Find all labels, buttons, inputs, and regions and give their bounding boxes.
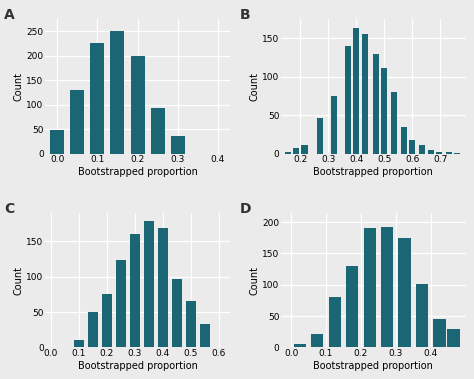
Bar xyxy=(151,108,164,154)
Bar xyxy=(158,228,168,348)
Text: C: C xyxy=(4,202,15,216)
Bar xyxy=(130,56,145,154)
X-axis label: Bootstrapped proportion: Bootstrapped proportion xyxy=(313,361,433,371)
Bar xyxy=(401,127,407,154)
Bar xyxy=(102,294,112,348)
Bar xyxy=(301,146,308,154)
Bar xyxy=(91,44,104,154)
Bar xyxy=(171,136,185,154)
Bar xyxy=(345,46,351,154)
Bar xyxy=(410,140,416,154)
Bar xyxy=(353,28,359,154)
Bar xyxy=(294,345,306,348)
Bar xyxy=(454,153,460,154)
Bar xyxy=(446,152,452,154)
Bar xyxy=(399,238,410,348)
Y-axis label: Count: Count xyxy=(14,266,24,294)
Bar xyxy=(172,279,182,348)
Bar xyxy=(328,297,341,348)
X-axis label: Bootstrapped proportion: Bootstrapped proportion xyxy=(313,167,433,177)
Bar xyxy=(200,324,210,348)
Bar xyxy=(362,34,368,154)
Bar xyxy=(110,31,125,154)
X-axis label: Bootstrapped proportion: Bootstrapped proportion xyxy=(78,361,198,371)
Text: A: A xyxy=(4,8,15,22)
X-axis label: Bootstrapped proportion: Bootstrapped proportion xyxy=(78,167,198,177)
Bar xyxy=(317,117,323,154)
Bar xyxy=(50,130,64,154)
Bar xyxy=(346,266,358,348)
Bar xyxy=(116,260,126,348)
Bar xyxy=(130,234,140,348)
Bar xyxy=(419,146,425,154)
Text: D: D xyxy=(240,202,252,216)
Bar xyxy=(331,96,337,154)
Bar xyxy=(74,340,83,348)
Bar xyxy=(447,329,460,348)
Bar xyxy=(436,152,442,154)
Bar xyxy=(186,301,196,348)
Bar xyxy=(284,152,291,154)
Bar xyxy=(391,92,397,154)
Bar xyxy=(381,227,393,348)
Bar xyxy=(373,54,379,154)
Bar xyxy=(70,90,84,154)
Y-axis label: Count: Count xyxy=(14,72,24,101)
Bar xyxy=(144,221,154,348)
Bar xyxy=(416,283,428,348)
Y-axis label: Count: Count xyxy=(249,266,259,294)
Y-axis label: Count: Count xyxy=(249,72,259,101)
Bar xyxy=(428,150,434,154)
Bar xyxy=(364,228,376,348)
Bar xyxy=(381,68,387,154)
Bar xyxy=(433,319,446,348)
Bar xyxy=(311,334,323,348)
Bar xyxy=(293,148,299,154)
Text: B: B xyxy=(240,8,251,22)
Bar xyxy=(88,312,98,348)
